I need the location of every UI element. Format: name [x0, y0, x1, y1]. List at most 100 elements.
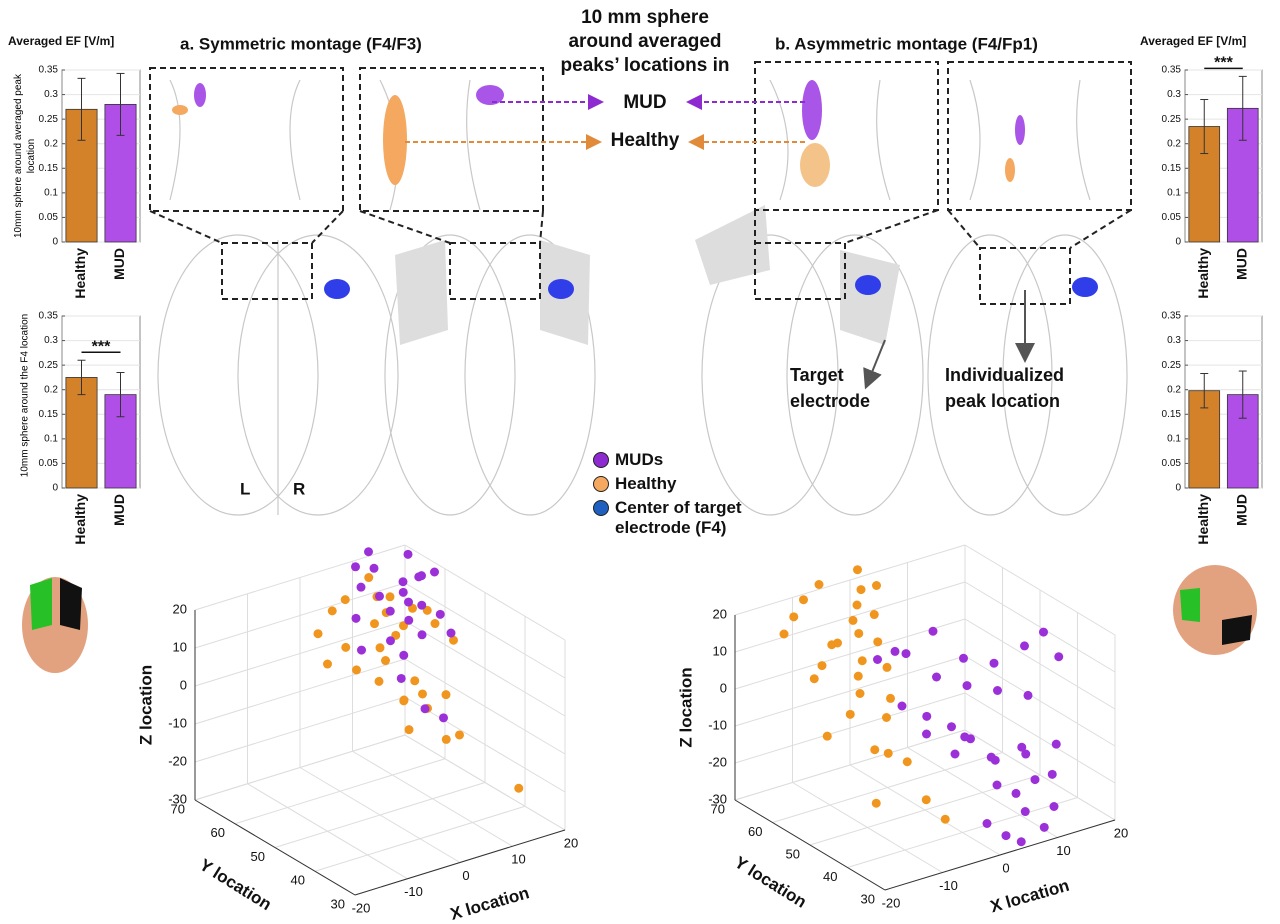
x-tick-label: MUD [1233, 248, 1249, 280]
scatter-point [1001, 831, 1011, 841]
scatter-point [982, 819, 992, 828]
axis-line [194, 799, 356, 896]
scatter-point [385, 606, 395, 616]
grid-line [404, 658, 566, 755]
scatter-point [902, 757, 912, 767]
grid-line [734, 729, 966, 801]
z-tick-label: -20 [168, 753, 187, 768]
grid-line [314, 805, 526, 872]
scatter-point [418, 689, 427, 699]
z-tick-label: 0 [180, 677, 187, 692]
grid-line [847, 797, 1078, 868]
scatter-point [1047, 769, 1057, 779]
scatter-point [989, 658, 999, 668]
scatter-point [398, 577, 408, 587]
axis-line [354, 829, 566, 896]
y-tick-label: 0.05 [39, 212, 59, 223]
y-tick-label: 0.3 [1167, 335, 1181, 346]
hemisphere-label: L [240, 479, 250, 498]
scatter-point [396, 673, 406, 683]
y-tick-label: 0.3 [1167, 89, 1181, 100]
scatter-point [857, 656, 867, 666]
scatter-point [364, 547, 373, 557]
y-tick-label: 40 [823, 869, 837, 884]
y-tick-label: 0.3 [44, 335, 58, 346]
scatter-point [827, 640, 837, 650]
y-tick-label: 0 [52, 483, 58, 494]
y-tick-label: 0.25 [39, 114, 59, 125]
y-axis-label: 10mm sphere around averaged peak locatio… [13, 74, 37, 238]
grid-line [809, 774, 1041, 846]
error-bar [1238, 370, 1247, 419]
scatter-point [441, 690, 451, 700]
grid-line [234, 758, 446, 825]
x-tick-label: 20 [564, 835, 578, 850]
scatter-point [351, 562, 360, 572]
grid-line [734, 618, 966, 690]
grid-line [194, 620, 406, 687]
legend-item: MUDs [593, 450, 793, 470]
x-tick-label: MUD [111, 248, 127, 280]
grid-line [194, 658, 406, 725]
error-bar [116, 72, 125, 136]
scatter-point [410, 676, 420, 686]
scatter-point [993, 686, 1002, 695]
scatter-point [1054, 652, 1064, 662]
x-tick-label: -20 [352, 900, 371, 915]
scatter-point [959, 653, 968, 663]
y-tick-label: 0.2 [44, 384, 58, 395]
scatter-point [340, 595, 350, 605]
y-tick-label: 0.05 [1162, 458, 1182, 469]
y-tick-label: 70 [711, 801, 725, 816]
legend-swatch [593, 452, 609, 468]
grid-line [964, 544, 1116, 636]
scatter-point [375, 643, 385, 653]
y-tick-label: 0.35 [1162, 311, 1182, 322]
grid-line [194, 696, 406, 763]
scatter-point [313, 629, 323, 639]
y-tick-label: 0.35 [39, 311, 59, 322]
significance-label: *** [1214, 55, 1233, 72]
scatter-point [922, 711, 932, 721]
z-tick-label: 20 [713, 606, 727, 621]
grid-line [404, 582, 566, 679]
scatter-point [845, 709, 855, 719]
y-tick-label: 0.15 [39, 409, 59, 420]
scatter-point [1016, 837, 1026, 847]
scatter-point [364, 573, 374, 583]
scatter-point [1011, 788, 1021, 798]
scatter-point [341, 642, 351, 652]
x-tick-label: -10 [939, 878, 958, 893]
y-tick-label: 0.1 [1167, 433, 1181, 444]
scatter-point [822, 731, 832, 741]
scatter-point [386, 636, 395, 646]
arrow-label: Healthy [611, 130, 680, 151]
z-tick-label: -30 [168, 791, 187, 806]
y-tick-label: 0.2 [1167, 138, 1181, 149]
x-tick-label: MUD [111, 494, 127, 526]
scatter-point [1051, 739, 1061, 749]
scatter-point [435, 609, 445, 619]
scatter-point [449, 635, 458, 645]
y-tick-label: 50 [251, 849, 265, 864]
y-tick-label: 70 [171, 801, 185, 816]
legend-item: Center of target electrode (F4) [593, 498, 793, 538]
scatter-point [327, 606, 337, 616]
z-tick-label: 10 [713, 643, 727, 658]
brain-illustrations [157, 79, 1128, 516]
scatter-point [855, 689, 865, 698]
scatter-point [381, 656, 390, 666]
peak-blobs [172, 80, 1025, 187]
grid-line [734, 544, 966, 616]
z-axis-label: Z location [676, 667, 695, 747]
scatter-point [351, 613, 361, 623]
scatter-point [901, 649, 911, 659]
arrow-label: MUD [623, 92, 666, 113]
y-tick-label: 0.3 [44, 89, 58, 100]
y-tick-label: 0.25 [1162, 114, 1182, 125]
grid-line [964, 618, 1116, 710]
scatter-point [514, 783, 524, 793]
scatter-point [921, 795, 931, 805]
sphere-note: 10 mm sphere around averaged peaks’ loca… [560, 7, 730, 76]
